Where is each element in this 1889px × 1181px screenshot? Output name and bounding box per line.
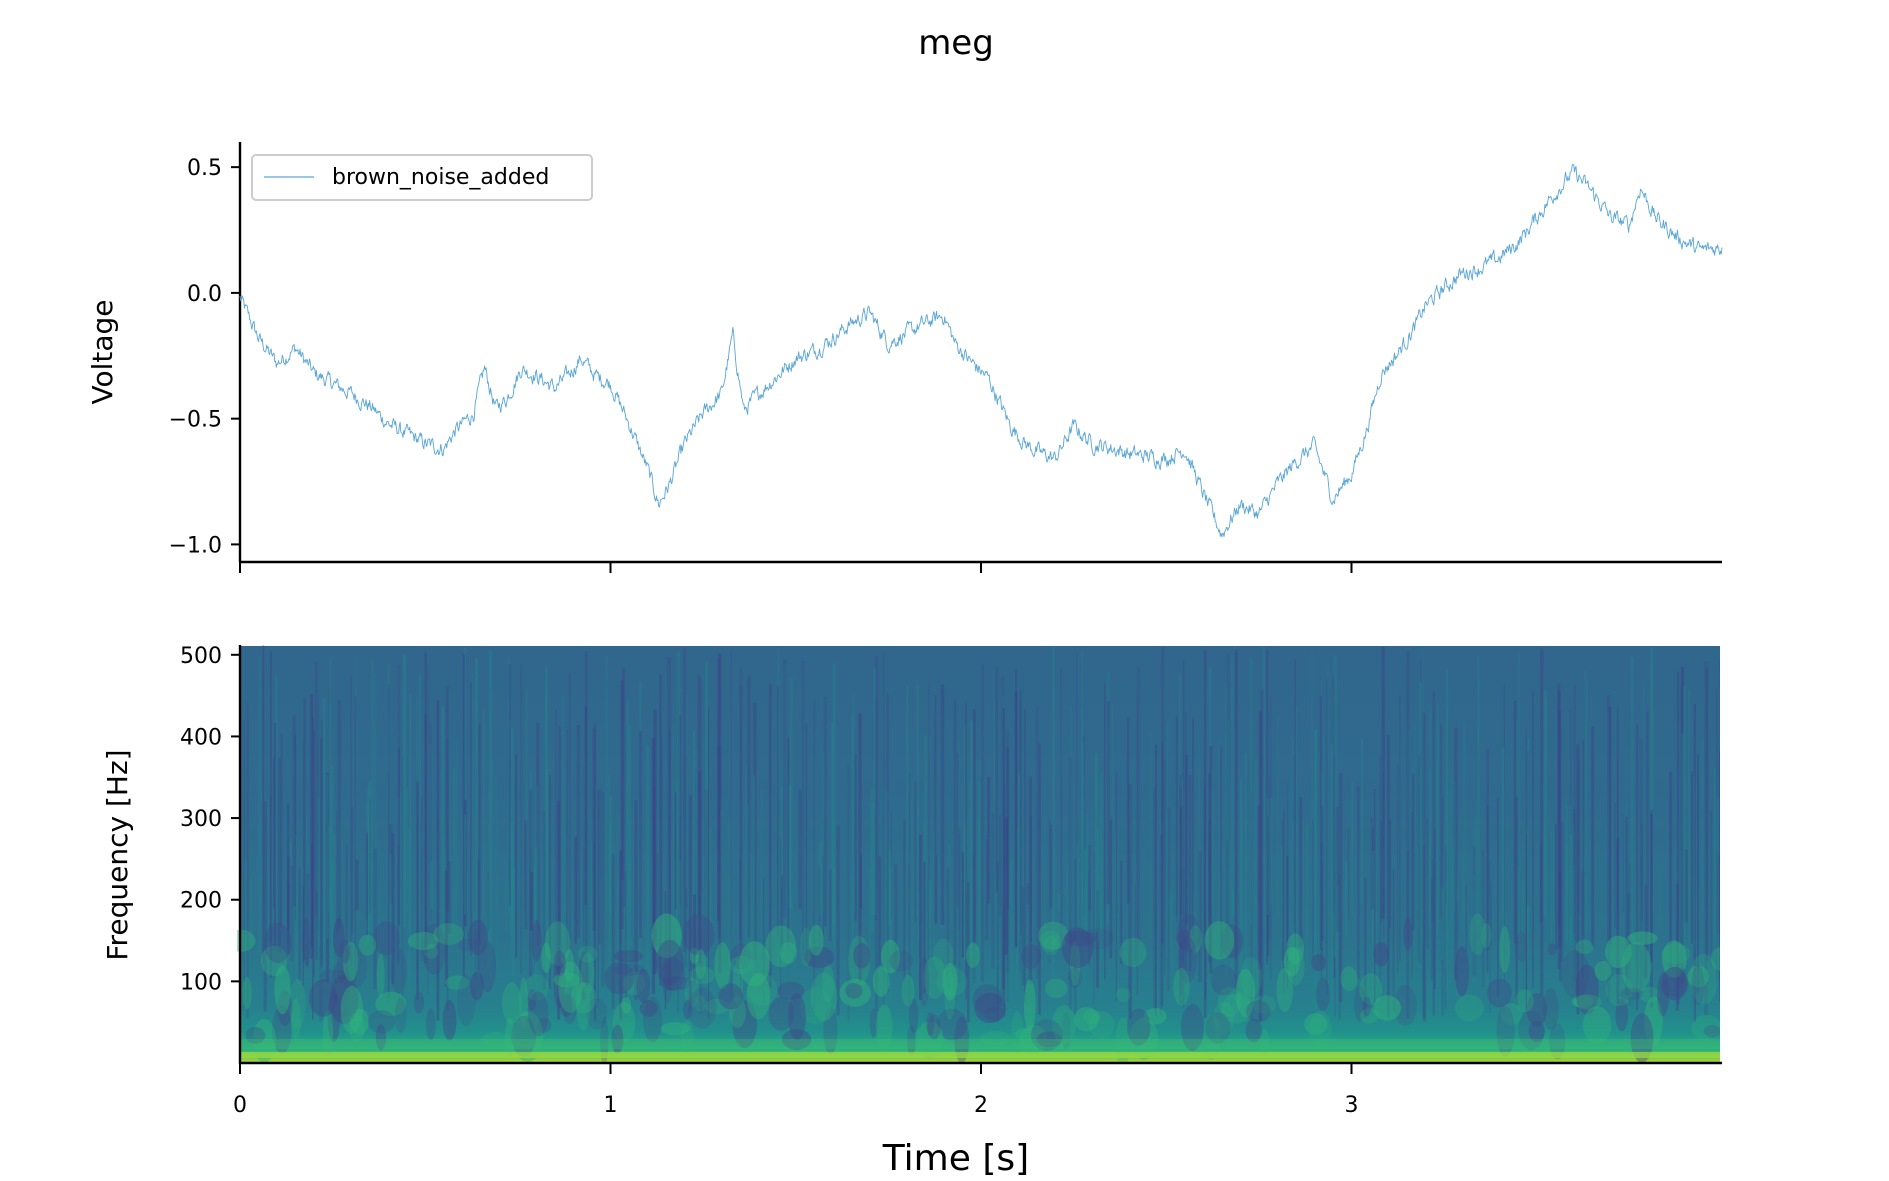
x-tick-label: 2 — [974, 1093, 988, 1118]
x-tick-label: 3 — [1345, 1093, 1359, 1118]
spectrogram-y-tick-label: 500 — [180, 644, 222, 669]
x-tick-label: 1 — [604, 1093, 618, 1118]
voltage-y-tick-label: −0.5 — [169, 408, 222, 433]
spectrogram-y-tick-label: 400 — [180, 725, 222, 750]
x-axis-label: Time [s] — [882, 1138, 1029, 1179]
figure-title: meg — [918, 23, 994, 63]
x-tick-label: 0 — [233, 1093, 247, 1118]
legend-frame — [251, 154, 593, 201]
spectrogram-y-tick-label: 300 — [180, 807, 222, 832]
spectrogram-y-tick-label: 200 — [180, 889, 222, 914]
voltage-y-tick-label: 0.5 — [187, 156, 222, 181]
spectrogram-texture — [237, 645, 1720, 1062]
series-line-brown-noise-added — [239, 163, 1723, 538]
spectrogram-y-axis-label: Frequency [Hz] — [101, 749, 134, 960]
spectrogram-y-tick-label: 100 — [180, 970, 222, 995]
legend: brown_noise_added — [251, 154, 593, 201]
legend-label-brown-noise-added: brown_noise_added — [332, 165, 549, 190]
voltage-y-axis-label: Voltage — [86, 299, 119, 404]
voltage-y-tick-label: 0.0 — [187, 282, 222, 307]
voltage-panel: 0.5 0.0 −0.5 −1.0 Voltage brown_noise_added — [86, 142, 1723, 573]
voltage-y-tick-label: −1.0 — [169, 533, 222, 558]
spectrogram-panel: 100 200 300 400 500 0 1 2 3 Frequency [Hz] Time… — [101, 644, 1722, 1179]
spectrogram-image — [240, 646, 1720, 1062]
